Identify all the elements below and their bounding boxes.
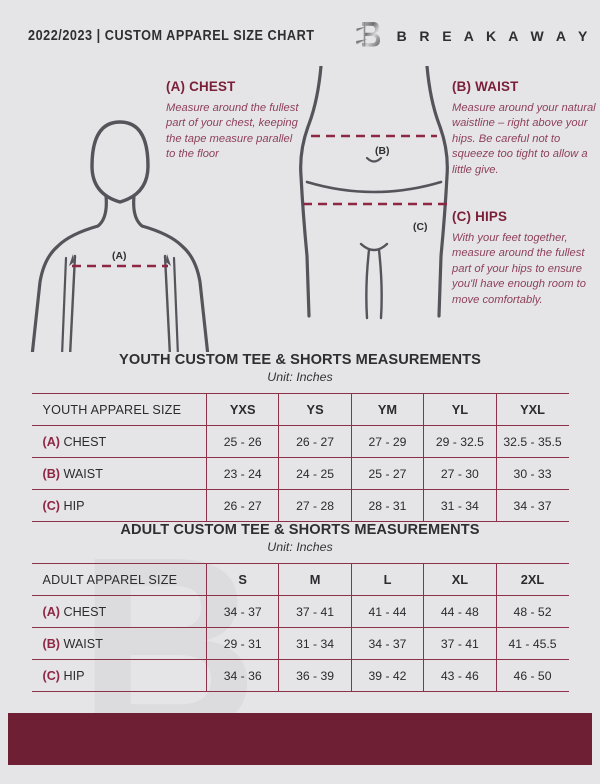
row-name: WAIST bbox=[63, 636, 103, 651]
youth-cell-2-1: 27 - 28 bbox=[278, 489, 352, 522]
youth-cell-0-3: 29 - 32.5 bbox=[423, 425, 497, 458]
adult-cell-2-0: 34 - 36 bbox=[205, 659, 280, 692]
row-name: HIP bbox=[63, 498, 85, 513]
adult-col-4: 2XL bbox=[495, 563, 569, 596]
callout-waist-body: Measure around your natural waistline – … bbox=[452, 102, 596, 176]
brand-logo: B R E A K A W A Y bbox=[354, 19, 592, 53]
table-row: (A) CHEST 25 - 26 26 - 27 27 - 29 29 - 3… bbox=[31, 425, 569, 458]
youth-cell-1-2: 25 - 27 bbox=[350, 457, 425, 490]
youth-col-0: YXS bbox=[205, 393, 280, 426]
youth-col-4: YXL bbox=[495, 393, 569, 426]
youth-cell-0-1: 26 - 27 bbox=[278, 425, 352, 458]
adult-cell-2-1: 36 - 39 bbox=[278, 659, 352, 692]
breakaway-b-logo-icon bbox=[355, 22, 380, 47]
youth-cell-1-4: 30 - 33 bbox=[495, 457, 569, 490]
waist-marker-label: (B) bbox=[375, 146, 390, 157]
youth-row-2-label: (C) HIP bbox=[31, 489, 207, 522]
callout-hips-title: (C) HIPS bbox=[452, 209, 508, 224]
callout-waist-title: (B) WAIST bbox=[452, 79, 519, 94]
youth-cell-1-1: 24 - 25 bbox=[278, 457, 352, 490]
hips-marker-label: (C) bbox=[413, 222, 428, 233]
row-tag: (C) bbox=[42, 668, 60, 683]
adult-cell-1-3: 37 - 41 bbox=[423, 627, 497, 660]
adult-table-unit: Unit: Inches bbox=[267, 540, 333, 554]
table-header-row: ADULT APPAREL SIZE S M L XL 2XL bbox=[31, 563, 569, 596]
youth-size-label: YOUTH APPAREL SIZE bbox=[31, 393, 207, 426]
youth-row-0-label: (A) CHEST bbox=[31, 425, 207, 458]
youth-size-section: YOUTH CUSTOM TEE & SHORTS MEASUREMENTS U… bbox=[0, 352, 600, 522]
row-tag: (A) bbox=[42, 604, 60, 619]
youth-cell-0-2: 27 - 29 bbox=[350, 425, 425, 458]
adult-cell-1-2: 34 - 37 bbox=[350, 627, 425, 660]
adult-col-1: M bbox=[278, 563, 352, 596]
youth-cell-0-4: 32.5 - 35.5 bbox=[495, 425, 569, 458]
measurement-diagram: (A) (B) (C) (A) CHEST Measure around the… bbox=[0, 66, 600, 352]
table-row: (A) CHEST 34 - 37 37 - 41 41 - 44 44 - 4… bbox=[31, 595, 569, 628]
adult-cell-0-1: 37 - 41 bbox=[278, 595, 352, 628]
adult-cell-0-0: 34 - 37 bbox=[205, 595, 280, 628]
adult-size-label: ADULT APPAREL SIZE bbox=[31, 563, 207, 596]
adult-col-2: L bbox=[350, 563, 425, 596]
table-row: (C) HIP 34 - 36 36 - 39 39 - 42 43 - 46 … bbox=[31, 659, 569, 692]
adult-size-section: ADULT CUSTOM TEE & SHORTS MEASUREMENTS U… bbox=[0, 522, 600, 692]
adult-row-0-label: (A) CHEST bbox=[31, 595, 207, 628]
adult-col-3: XL bbox=[423, 563, 497, 596]
adult-size-table: ADULT APPAREL SIZE S M L XL 2XL (A) CHES… bbox=[31, 563, 569, 692]
youth-size-table: YOUTH APPAREL SIZE YXS YS YM YL YXL (A) … bbox=[31, 393, 569, 522]
youth-cell-1-3: 27 - 30 bbox=[423, 457, 497, 490]
youth-row-1-label: (B) WAIST bbox=[31, 457, 207, 490]
adult-cell-1-1: 31 - 34 bbox=[278, 627, 352, 660]
row-tag: (B) bbox=[42, 466, 60, 481]
callout-hips-body: With your feet together, measure around … bbox=[452, 232, 586, 306]
chest-marker-label: (A) bbox=[112, 251, 127, 262]
adult-cell-0-2: 41 - 44 bbox=[350, 595, 425, 628]
youth-cell-2-4: 34 - 37 bbox=[495, 489, 569, 522]
footer-bar bbox=[8, 713, 592, 765]
torso-figure-icon bbox=[30, 120, 210, 352]
table-row: (B) WAIST 23 - 24 24 - 25 25 - 27 27 - 3… bbox=[31, 457, 569, 490]
youth-cell-1-0: 23 - 24 bbox=[205, 457, 280, 490]
adult-table-title: ADULT CUSTOM TEE & SHORTS MEASUREMENTS bbox=[120, 522, 480, 538]
row-name: WAIST bbox=[63, 466, 103, 481]
youth-col-1: YS bbox=[278, 393, 352, 426]
row-name: CHEST bbox=[63, 434, 107, 449]
youth-cell-0-0: 25 - 26 bbox=[205, 425, 280, 458]
row-tag: (B) bbox=[42, 636, 60, 651]
row-tag: (A) bbox=[42, 434, 60, 449]
adult-cell-1-4: 41 - 45.5 bbox=[495, 627, 569, 660]
adult-cell-0-3: 44 - 48 bbox=[423, 595, 497, 628]
row-name: HIP bbox=[63, 668, 85, 683]
youth-cell-2-3: 31 - 34 bbox=[423, 489, 497, 522]
brand-name: B R E A K A W A Y bbox=[396, 28, 592, 44]
table-header-row: YOUTH APPAREL SIZE YXS YS YM YL YXL bbox=[31, 393, 569, 426]
youth-col-3: YL bbox=[423, 393, 497, 426]
adult-col-0: S bbox=[205, 563, 280, 596]
callout-chest-title: (A) CHEST bbox=[166, 79, 236, 94]
page-title: 2022/2023 | CUSTOM APPAREL SIZE CHART bbox=[28, 28, 315, 44]
hips-figure-icon bbox=[299, 66, 449, 320]
page-header: 2022/2023 | CUSTOM APPAREL SIZE CHART B … bbox=[0, 0, 600, 72]
youth-table-title: YOUTH CUSTOM TEE & SHORTS MEASUREMENTS bbox=[119, 352, 481, 368]
youth-table-unit: Unit: Inches bbox=[267, 370, 333, 384]
youth-cell-2-0: 26 - 27 bbox=[205, 489, 280, 522]
adult-cell-2-3: 43 - 46 bbox=[423, 659, 497, 692]
row-tag: (C) bbox=[42, 498, 60, 513]
adult-cell-1-0: 29 - 31 bbox=[205, 627, 280, 660]
youth-cell-2-2: 28 - 31 bbox=[350, 489, 425, 522]
table-row: (C) HIP 26 - 27 27 - 28 28 - 31 31 - 34 … bbox=[31, 489, 569, 522]
callout-chest-body: Measure around the fullest part of your … bbox=[166, 102, 299, 161]
adult-cell-2-4: 46 - 50 bbox=[495, 659, 569, 692]
callout-chest: (A) CHEST Measure around the fullest par… bbox=[166, 79, 302, 163]
adult-row-1-label: (B) WAIST bbox=[31, 627, 207, 660]
callout-hips: (C) HIPS With your feet together, measur… bbox=[452, 209, 598, 308]
row-name: CHEST bbox=[63, 604, 107, 619]
callout-waist: (B) WAIST Measure around your natural wa… bbox=[452, 79, 598, 178]
adult-row-2-label: (C) HIP bbox=[31, 659, 207, 692]
table-row: (B) WAIST 29 - 31 31 - 34 34 - 37 37 - 4… bbox=[31, 627, 569, 660]
adult-cell-2-2: 39 - 42 bbox=[350, 659, 425, 692]
youth-col-2: YM bbox=[350, 393, 425, 426]
adult-cell-0-4: 48 - 52 bbox=[495, 595, 569, 628]
